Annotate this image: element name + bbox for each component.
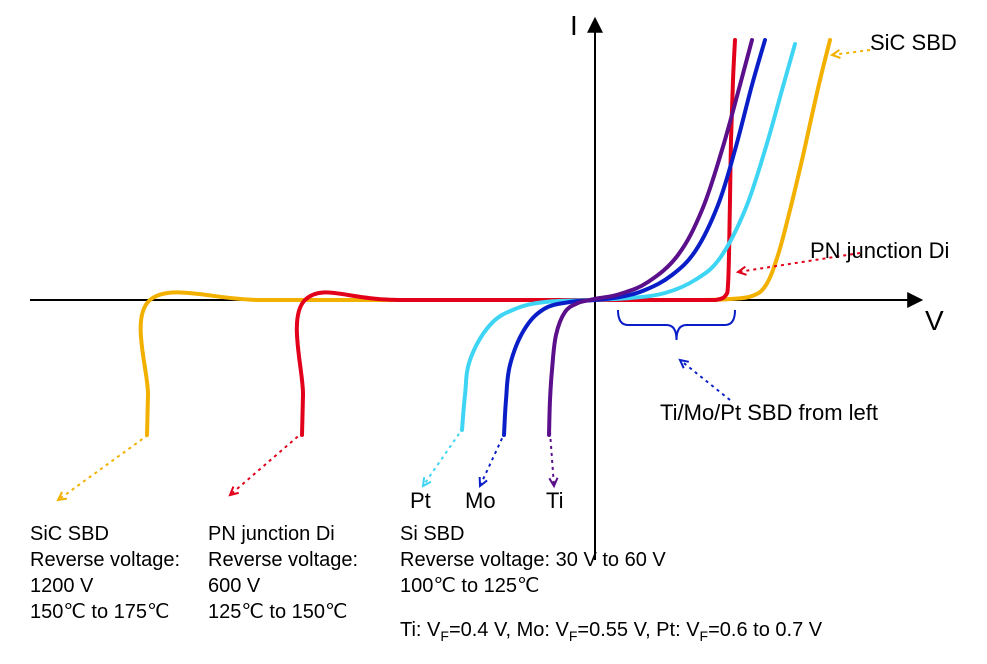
sic_block-line-2: 1200 V (30, 575, 94, 597)
pn_block-line-0: PN junction Di (208, 523, 335, 545)
pn_block-line-1: Reverse voltage: (208, 549, 358, 571)
label-pt_label: Pt (410, 488, 431, 513)
sbd-brace (618, 310, 735, 340)
vf-part-1: F (440, 628, 449, 644)
curve-pn_di (297, 40, 735, 435)
si_block: Si SBD Reverse voltage: 30 V to 60 V 100℃ … (400, 523, 666, 597)
y-axis-label: I (570, 10, 578, 41)
sic_block-line-3: 150℃ to 175℃ (30, 601, 169, 623)
arrow-sic_arrow_left (58, 435, 148, 500)
si_block-line-0: Si SBD (400, 523, 464, 545)
sic_block: SiC SBD Reverse voltage: 1200 V 150℃ to 175… (30, 523, 180, 623)
vf-line: Ti: VF=0.4 V, Mo: VF=0.55 V, Pt: VF=0.6 … (400, 619, 823, 644)
iv-curve-chart: V I SiC SBD PN junction Di Ti/Mo/Pt SBD fro… (0, 0, 987, 664)
curve-pt_sbd (462, 44, 795, 430)
arrow-mo_arrow_left (480, 432, 505, 486)
vf-part-3: F (569, 628, 578, 644)
label-brace_label: Ti/Mo/Pt SBD from left (660, 400, 878, 425)
si_block-line-1: Reverse voltage: 30 V to 60 V (400, 549, 666, 571)
curve-ti_sbd (549, 40, 752, 435)
label-pn_di_right: PN junction Di (810, 238, 949, 263)
vf-part-0: Ti: V (400, 619, 441, 641)
arrow-ti_arrow_left (550, 432, 554, 486)
arrow-pn_arrow_left (230, 432, 303, 495)
sic_block-line-0: SiC SBD (30, 523, 109, 545)
sic_block-line-1: Reverse voltage: (30, 549, 180, 571)
vf-part-2: =0.4 V, Mo: V (449, 619, 570, 641)
x-axis-label: V (925, 305, 944, 336)
vf-part-6: =0.6 to 0.7 V (708, 619, 823, 641)
pn_block: PN junction Di Reverse voltage: 600 V 125℃ … (208, 523, 358, 623)
curve-mo_sbd (504, 40, 765, 435)
arrow-brace_arrow (680, 360, 730, 400)
vf-part-5: F (700, 628, 709, 644)
si_block-line-2: 100℃ to 125℃ (400, 575, 539, 597)
label-ti_label: Ti (546, 488, 564, 513)
label-mo_label: Mo (465, 488, 496, 513)
pn_block-line-3: 125℃ to 150℃ (208, 601, 347, 623)
label-sic_sbd_top: SiC SBD (870, 30, 957, 55)
pn_block-line-2: 600 V (208, 575, 261, 597)
vf-part-4: =0.55 V, Pt: V (577, 619, 700, 641)
curve-sic_sbd (141, 40, 830, 435)
arrow-pt_arrow_left (423, 428, 463, 486)
arrowhead-sic_label_arrow_right (832, 50, 840, 58)
